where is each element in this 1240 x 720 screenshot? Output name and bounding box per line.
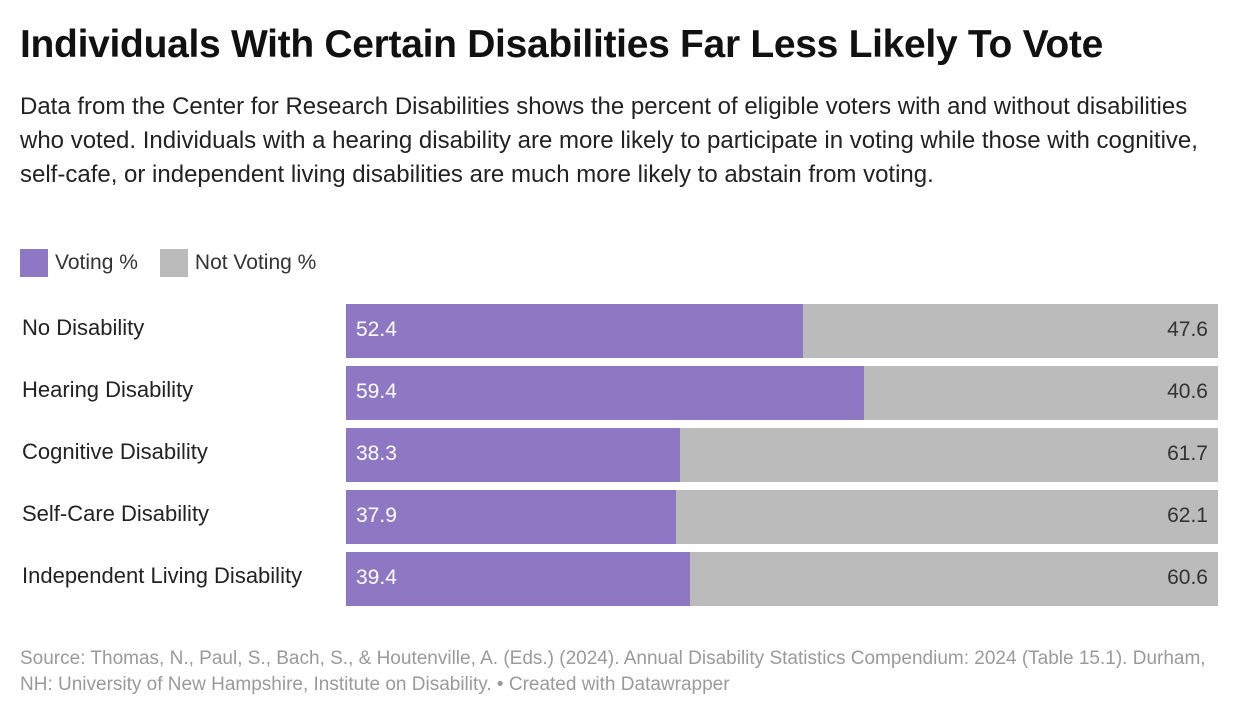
bar-row: No Disability 52.4 47.6: [0, 300, 1240, 358]
source-note: Source: Thomas, N., Paul, S., Bach, S., …: [20, 648, 1206, 695]
data-label-not-voting: 62.1: [1167, 504, 1208, 527]
category-label: Cognitive Disability: [22, 439, 208, 464]
legend-item-voting: Voting %: [20, 249, 138, 277]
bar-track: 37.9 62.1: [346, 490, 1218, 544]
data-label-voting: 39.4: [356, 566, 397, 589]
data-label-voting: 37.9: [356, 504, 397, 527]
bar-segment-not-voting: 60.6: [689, 552, 1218, 606]
legend-label-voting: Voting %: [55, 251, 138, 274]
bar-track: 39.4 60.6: [346, 552, 1218, 606]
data-label-voting: 52.4: [356, 318, 397, 341]
legend-item-not-voting: Not Voting %: [159, 249, 317, 277]
category-label: Independent Living Disability: [22, 563, 303, 588]
legend-label-not-voting: Not Voting %: [194, 251, 317, 274]
data-label-not-voting: 47.6: [1167, 318, 1208, 341]
category-label: No Disability: [22, 315, 145, 340]
bar-segment-not-voting: 61.7: [679, 428, 1218, 482]
data-label-not-voting: 60.6: [1167, 566, 1208, 589]
bar-segment-not-voting: 40.6: [863, 366, 1218, 420]
bar-segment-voting: 37.9: [346, 490, 677, 544]
bar-row: Self-Care Disability 37.9 62.1: [0, 486, 1240, 544]
bar-track: 59.4 40.6: [346, 366, 1218, 420]
bar-row: Hearing Disability 59.4 40.6: [0, 362, 1240, 420]
legend-swatch-not-voting: [159, 249, 188, 277]
category-label: Self-Care Disability: [22, 501, 210, 526]
bar-segment-not-voting: 47.6: [802, 304, 1218, 358]
data-label-not-voting: 61.7: [1167, 442, 1208, 465]
legend-swatch-voting: [20, 249, 48, 277]
bar-segment-voting: 38.3: [346, 428, 680, 482]
data-label-not-voting: 40.6: [1167, 380, 1208, 403]
chart-title: Individuals With Certain Disabilities Fa…: [20, 23, 1103, 66]
bar-segment-voting: 39.4: [346, 552, 690, 606]
bar-track: 38.3 61.7: [346, 428, 1218, 482]
bar-segment-not-voting: 62.1: [676, 490, 1218, 544]
data-label-voting: 59.4: [356, 380, 397, 403]
bar-row: Independent Living Disability 39.4 60.6: [0, 548, 1240, 606]
bar-segment-voting: 59.4: [346, 366, 864, 420]
category-label: Hearing Disability: [22, 377, 194, 402]
bar-row: Cognitive Disability 38.3 61.7: [0, 424, 1240, 482]
bar-segment-voting: 52.4: [346, 304, 803, 358]
legend: Voting % Not Voting %: [20, 248, 338, 278]
chart-subtitle: Data from the Center for Research Disabi…: [20, 93, 1198, 188]
bar-track: 52.4 47.6: [346, 304, 1218, 358]
data-label-voting: 38.3: [356, 442, 397, 465]
stacked-bar-chart: No Disability 52.4 47.6 Hearing Disability 5…: [0, 300, 1240, 610]
